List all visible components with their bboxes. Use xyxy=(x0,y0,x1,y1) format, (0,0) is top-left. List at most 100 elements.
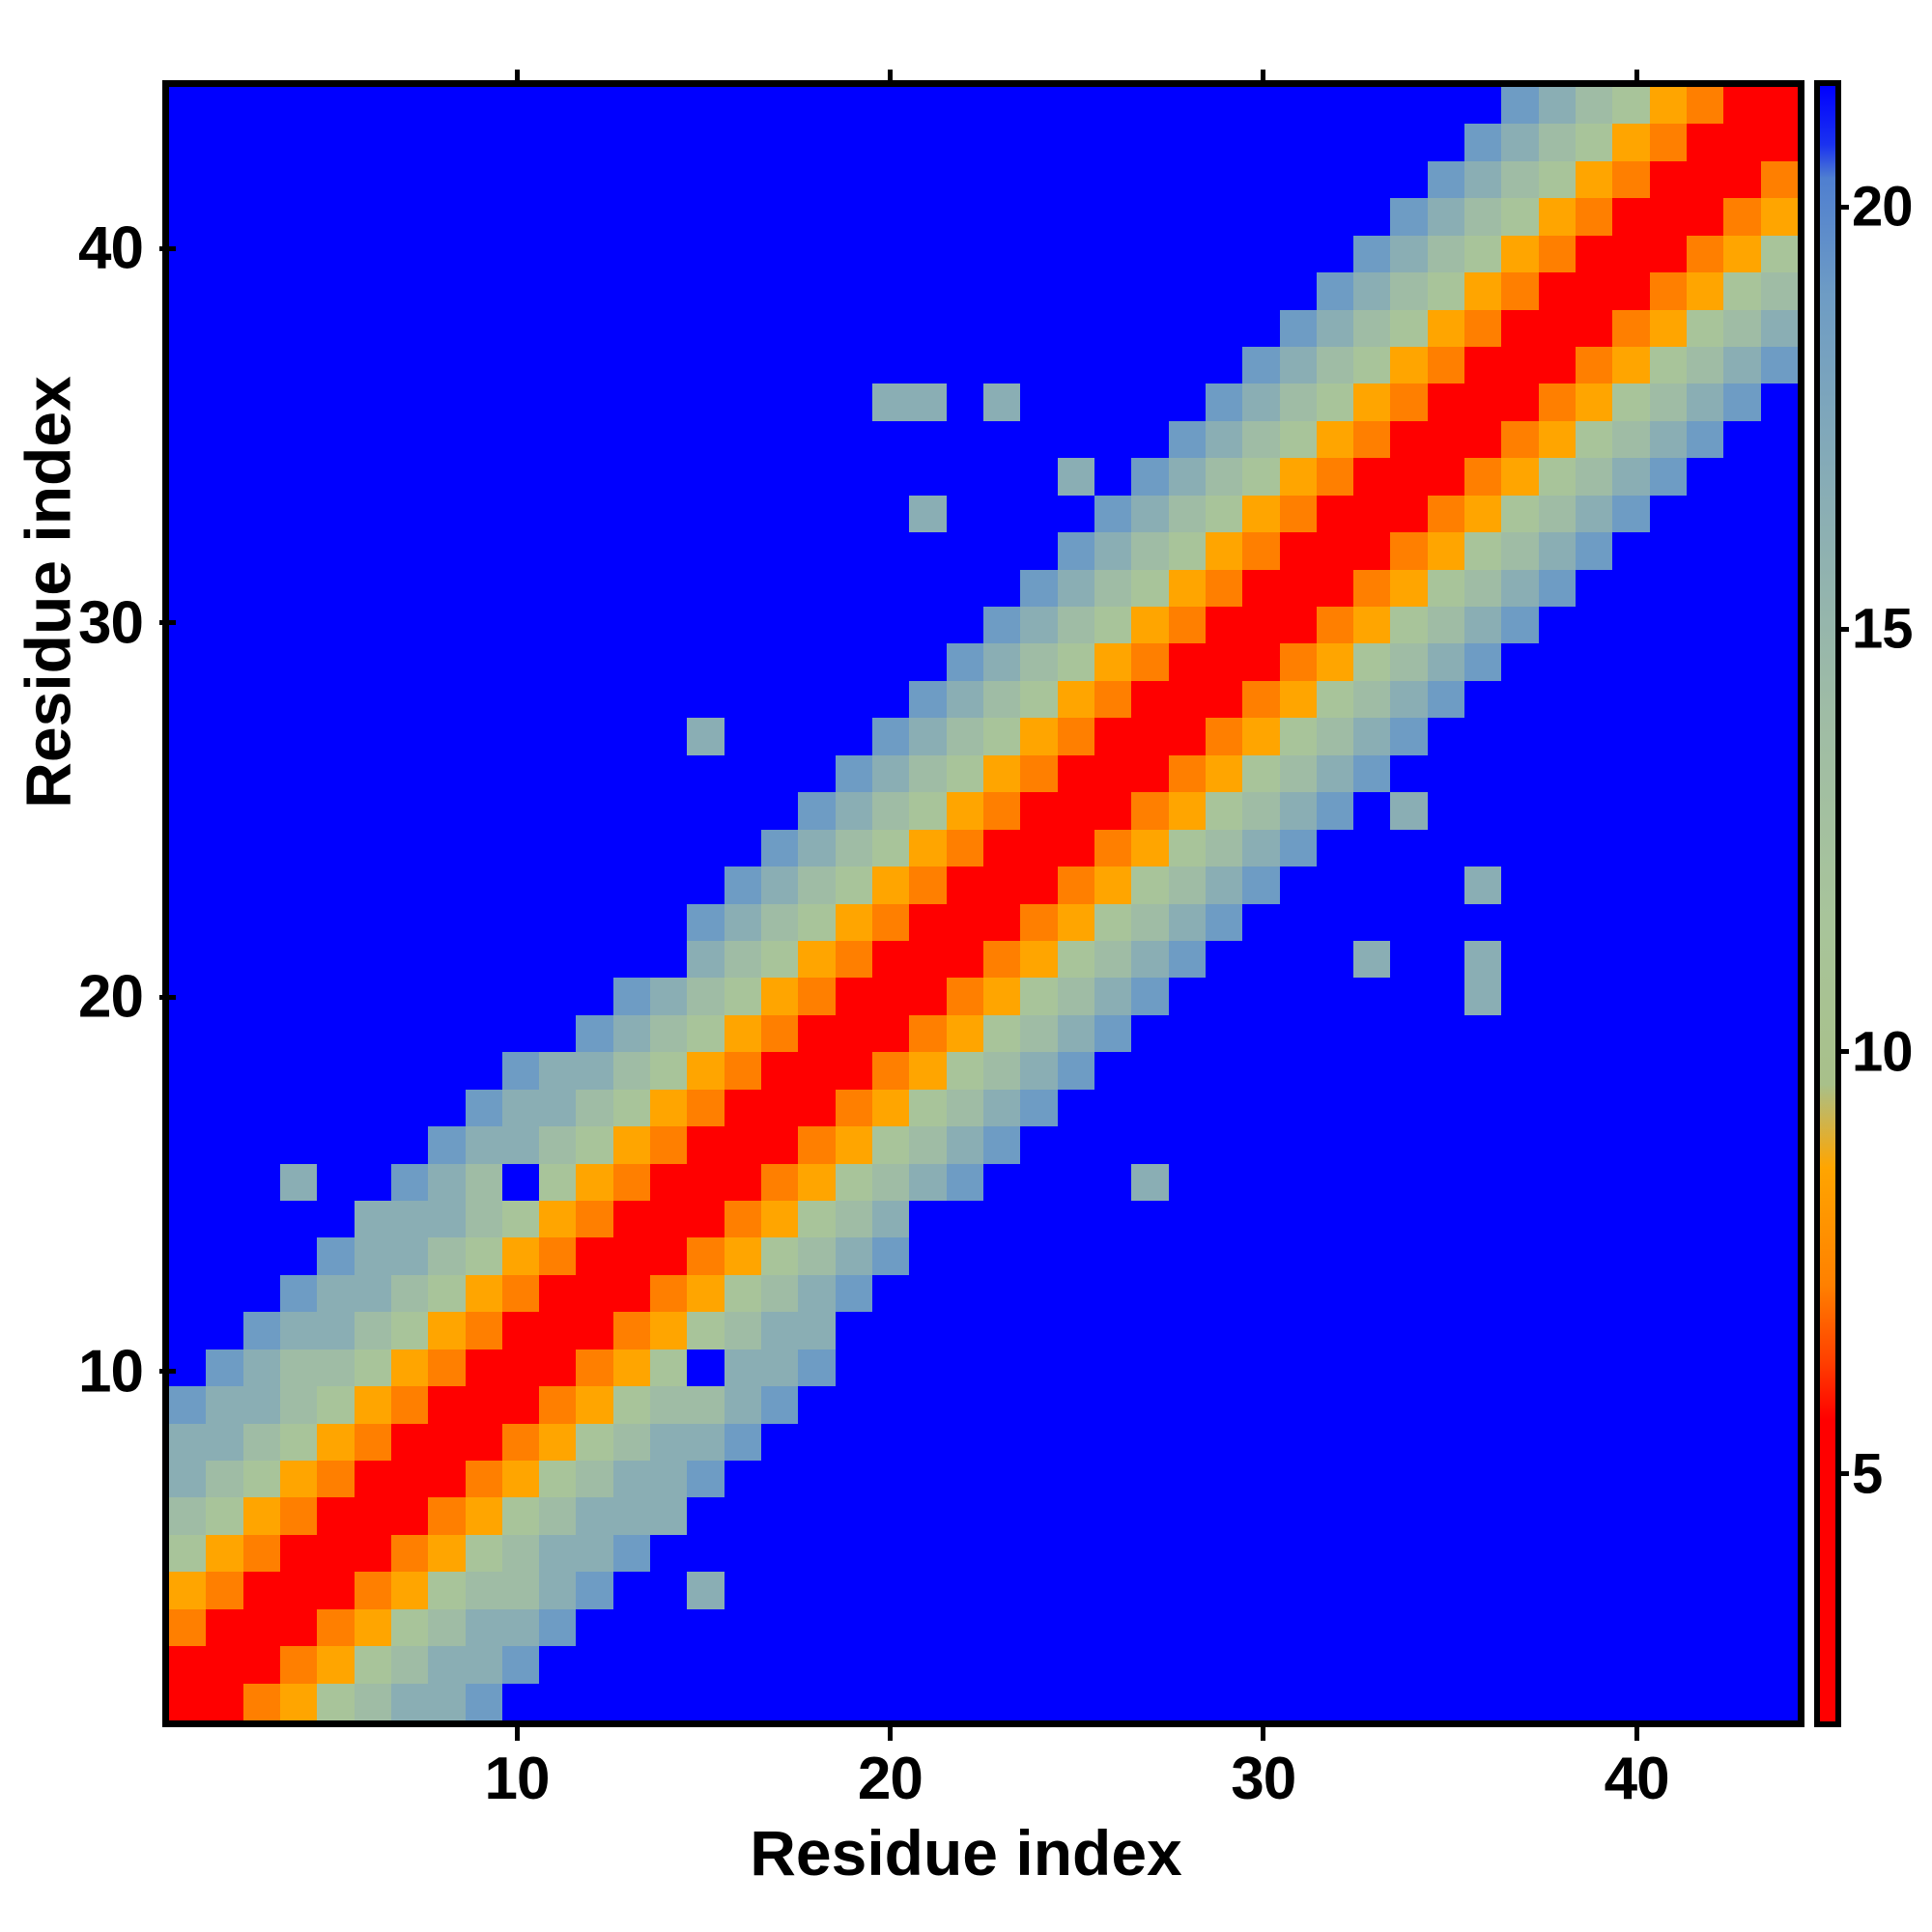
heatmap-cell xyxy=(1279,680,1317,719)
heatmap-cell xyxy=(1649,495,1688,533)
heatmap-cell xyxy=(428,680,466,719)
heatmap-cell xyxy=(1390,867,1428,904)
heatmap-cell xyxy=(1020,1497,1058,1535)
heatmap-cell xyxy=(428,940,466,979)
heatmap-cell xyxy=(501,1200,540,1238)
heatmap-cell xyxy=(872,1312,910,1350)
heatmap-cell xyxy=(354,903,391,941)
heatmap-cell xyxy=(242,940,280,979)
heatmap-cell xyxy=(242,160,280,199)
heatmap-cell xyxy=(1242,458,1280,496)
heatmap-cell xyxy=(1649,867,1688,904)
heatmap-cell xyxy=(1205,1460,1243,1498)
heatmap-cell xyxy=(1760,532,1798,570)
heatmap-cell xyxy=(354,867,391,904)
heatmap-cell xyxy=(946,1423,983,1461)
heatmap-cell xyxy=(1687,1423,1724,1461)
heatmap-cell xyxy=(390,1386,429,1424)
heatmap-cell xyxy=(1464,1163,1502,1201)
heatmap-cell xyxy=(982,829,1021,867)
heatmap-cell xyxy=(576,1200,613,1238)
heatmap-cell xyxy=(946,1608,983,1647)
heatmap-cell xyxy=(1612,1608,1650,1647)
heatmap-cell xyxy=(317,1683,355,1720)
heatmap-cell xyxy=(1760,1534,1798,1573)
heatmap-cell xyxy=(317,1274,355,1313)
heatmap-cell xyxy=(1723,569,1761,608)
heatmap-cell xyxy=(279,1052,318,1090)
heatmap-cell xyxy=(1168,272,1206,310)
heatmap-cell xyxy=(1576,1126,1613,1164)
heatmap-cell xyxy=(1501,1126,1539,1164)
heatmap-cell xyxy=(539,643,577,681)
heatmap-cell xyxy=(169,792,207,830)
heatmap-cell xyxy=(354,198,391,236)
heatmap-cell xyxy=(761,1274,799,1313)
heatmap-cell xyxy=(1353,680,1391,719)
heatmap-cell xyxy=(1168,1572,1206,1609)
heatmap-cell xyxy=(1057,458,1094,496)
heatmap-cell xyxy=(872,940,910,979)
heatmap-cell xyxy=(1205,1534,1243,1573)
heatmap-cell xyxy=(798,1126,836,1164)
heatmap-cell xyxy=(1612,1237,1650,1275)
heatmap-cell xyxy=(982,495,1021,533)
heatmap-cell xyxy=(1501,754,1539,793)
heatmap-cell xyxy=(798,718,836,755)
heatmap-cell xyxy=(872,643,910,681)
heatmap-cell xyxy=(242,643,280,681)
heatmap-cell xyxy=(1020,87,1058,125)
heatmap-cell xyxy=(317,1312,355,1350)
heatmap-cell xyxy=(1538,1163,1577,1201)
heatmap-cell xyxy=(354,1497,391,1535)
heatmap-cell xyxy=(1020,1312,1058,1350)
heatmap-cell xyxy=(428,1497,466,1535)
heatmap-cell xyxy=(1649,272,1688,310)
heatmap-cell xyxy=(1279,607,1317,644)
heatmap-cell xyxy=(1538,867,1577,904)
heatmap-cell xyxy=(1390,754,1428,793)
heatmap-cell xyxy=(1723,420,1761,459)
heatmap-cell xyxy=(390,1572,429,1609)
heatmap-cell xyxy=(1205,1200,1243,1238)
heatmap-cell xyxy=(1723,867,1761,904)
heatmap-cell xyxy=(1390,309,1428,348)
heatmap-cell xyxy=(1501,309,1539,348)
heatmap-cell xyxy=(1094,1014,1132,1053)
heatmap-cell xyxy=(428,1572,466,1609)
heatmap-cell xyxy=(1353,829,1391,867)
heatmap-cell xyxy=(1353,1089,1391,1127)
heatmap-cell xyxy=(279,607,318,644)
heatmap-cell xyxy=(982,643,1021,681)
heatmap-cell xyxy=(872,309,910,348)
heatmap-cell xyxy=(1612,792,1650,830)
colorbar-tick-mark xyxy=(1837,1049,1849,1054)
heatmap-cell xyxy=(1131,198,1169,236)
heatmap-cell xyxy=(724,680,762,719)
heatmap-cell xyxy=(1687,1386,1724,1424)
heatmap-cell xyxy=(1760,1237,1798,1275)
heatmap-cell xyxy=(1057,384,1094,421)
heatmap-cell xyxy=(1501,569,1539,608)
heatmap-cell xyxy=(687,1460,724,1498)
heatmap-cell xyxy=(206,1349,243,1387)
heatmap-cell xyxy=(1316,1126,1354,1164)
heatmap-cell xyxy=(1687,384,1724,421)
heatmap-cell xyxy=(1612,643,1650,681)
heatmap-cell xyxy=(872,420,910,459)
heatmap-cell xyxy=(1427,495,1465,533)
heatmap-cell xyxy=(206,272,243,310)
heatmap-cell xyxy=(1612,1312,1650,1350)
heatmap-cell xyxy=(1279,272,1317,310)
heatmap-cell xyxy=(1205,754,1243,793)
heatmap-cell xyxy=(1205,458,1243,496)
heatmap-cell xyxy=(1242,1646,1280,1684)
heatmap-cell xyxy=(612,160,651,199)
x-tick-mark-top xyxy=(1261,70,1266,83)
heatmap-cell xyxy=(1687,160,1724,199)
heatmap-cell xyxy=(1205,198,1243,236)
heatmap-cell xyxy=(1205,1349,1243,1387)
heatmap-cell xyxy=(982,160,1021,199)
heatmap-cell xyxy=(1242,1534,1280,1573)
heatmap-cell xyxy=(576,160,613,199)
